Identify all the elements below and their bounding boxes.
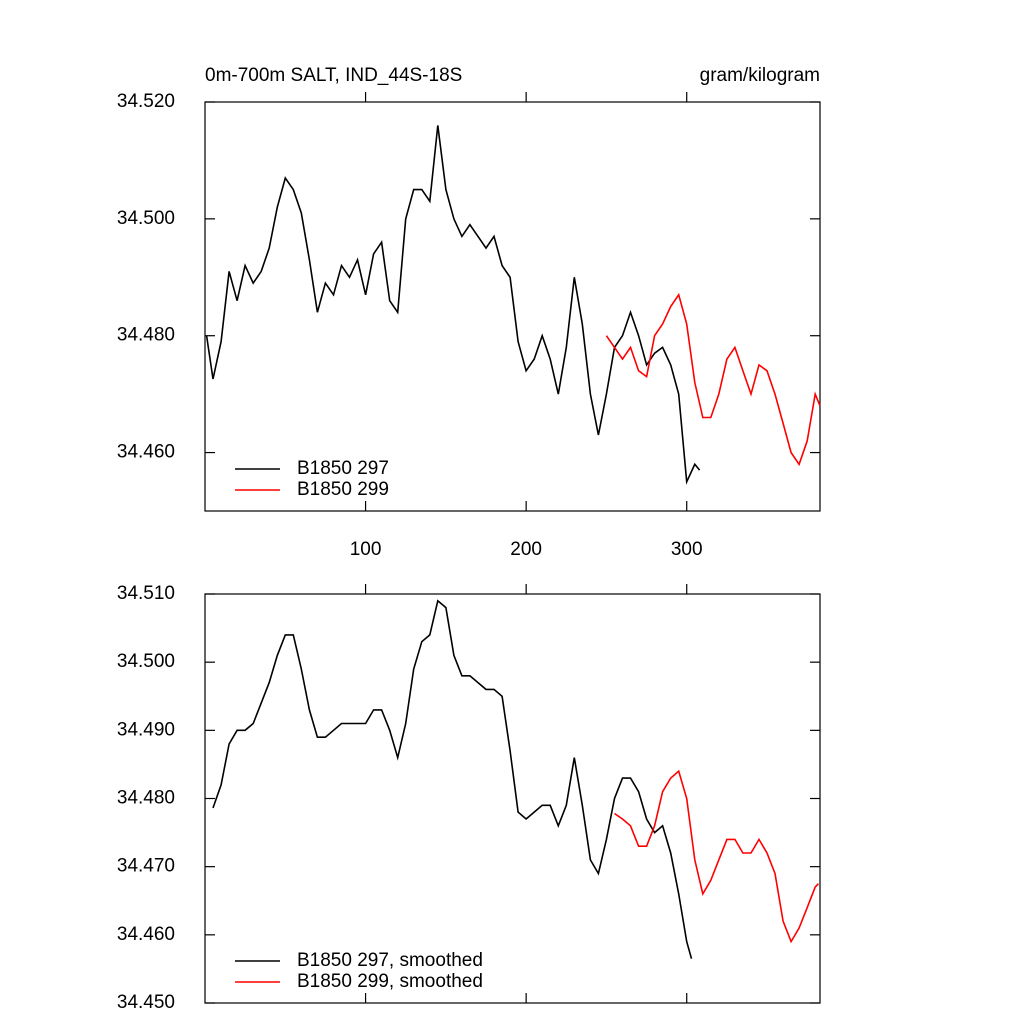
legend-label: B1850 299 bbox=[297, 479, 389, 500]
x-tick-label: 100 bbox=[350, 539, 382, 560]
units-label: gram/kilogram bbox=[700, 65, 820, 86]
legend-label: B1850 297 bbox=[297, 458, 389, 479]
plot-frame bbox=[204, 101, 821, 512]
x-tick-label: 300 bbox=[671, 539, 703, 560]
y-tick-label: 34.510 bbox=[117, 583, 175, 604]
y-tick-label: 34.470 bbox=[117, 856, 175, 877]
data-line bbox=[614, 769, 819, 944]
y-tick-label: 34.500 bbox=[117, 208, 175, 229]
data-line bbox=[205, 125, 701, 485]
data-line bbox=[605, 292, 821, 467]
chart-title: 0m-700m SALT, IND_44S-18S bbox=[205, 65, 462, 86]
x-tick-label: 200 bbox=[510, 539, 542, 560]
y-tick-label: 34.490 bbox=[117, 719, 175, 740]
legend-label: B1850 297, smoothed bbox=[297, 950, 483, 971]
y-tick-label: 34.450 bbox=[117, 992, 175, 1013]
plot-frame bbox=[204, 593, 821, 1004]
y-tick-label: 34.520 bbox=[117, 91, 175, 112]
y-tick-label: 34.500 bbox=[117, 651, 175, 672]
y-tick-label: 34.460 bbox=[117, 442, 175, 463]
data-line bbox=[212, 599, 693, 959]
y-tick-label: 34.460 bbox=[117, 924, 175, 945]
legend-label: B1850 299, smoothed bbox=[297, 971, 483, 992]
y-tick-label: 34.480 bbox=[117, 325, 175, 346]
y-tick-label: 34.480 bbox=[117, 788, 175, 809]
